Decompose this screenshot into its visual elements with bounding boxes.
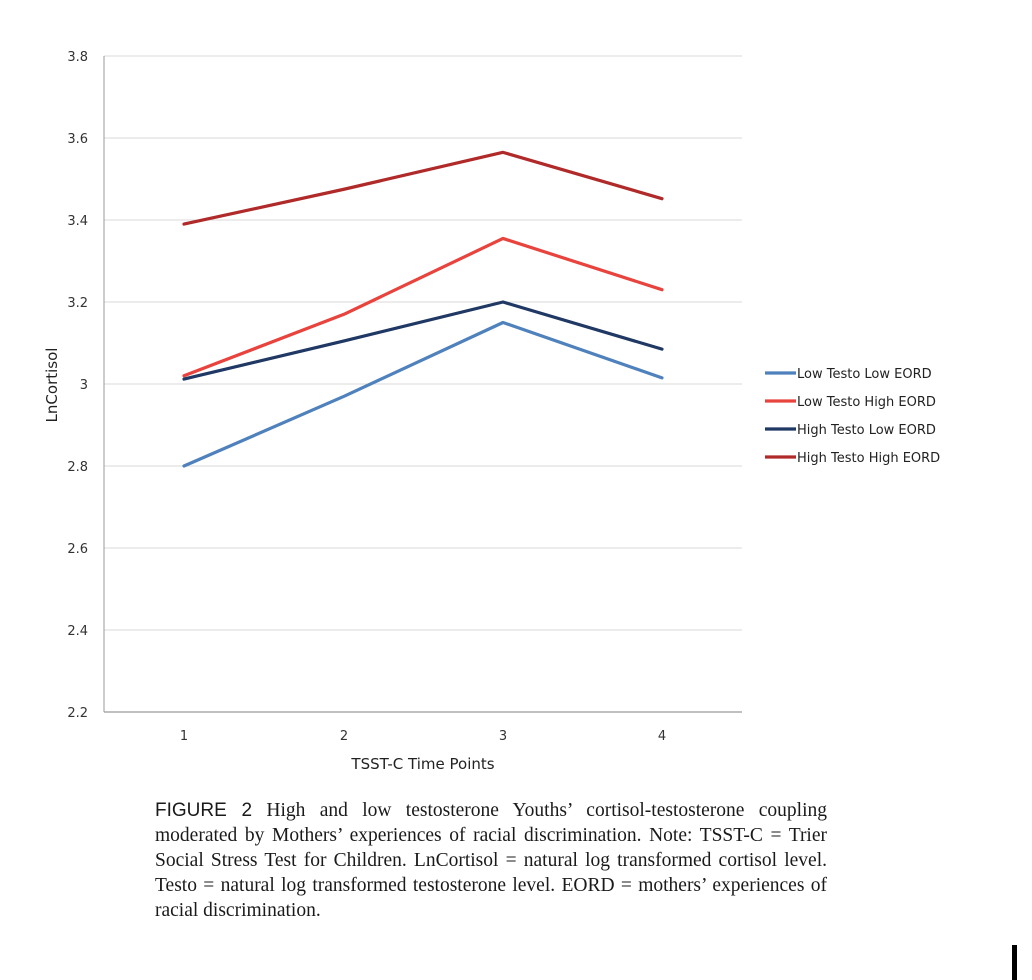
- legend-label: High Testo Low EORD: [797, 423, 936, 438]
- edge-bar: [1012, 945, 1017, 980]
- y-tick-label: 2.8: [67, 460, 88, 475]
- y-tick-label: 3.6: [67, 132, 88, 147]
- x-tick-label: 1: [180, 729, 188, 744]
- series-lines: [182, 150, 664, 468]
- line-chart: 2.2 2.4 2.6 2.8 3 3.2 3.4 3.6 3.8 1 2 3 4 TSST-C Ti…: [43, 50, 940, 773]
- x-tick-labels: 1 2 3 4: [180, 729, 666, 744]
- x-tick-label: 4: [658, 729, 666, 744]
- legend-label: Low Testo High EORD: [797, 395, 936, 410]
- legend: Low Testo Low EORD Low Testo High EORD Hig…: [765, 367, 940, 466]
- series-line-high-testo-high-eord: [182, 150, 664, 226]
- legend-label: High Testo High EORD: [797, 451, 940, 466]
- y-tick-label: 3.8: [67, 50, 88, 65]
- y-tick-label: 3.4: [67, 214, 88, 229]
- figure-caption: FIGURE 2 High and low testosterone Youth…: [155, 798, 827, 923]
- y-tick-label: 2.4: [67, 624, 88, 639]
- y-tick-label: 2.2: [67, 706, 88, 721]
- x-tick-label: 2: [340, 729, 348, 744]
- y-tick-label: 2.6: [67, 542, 88, 557]
- x-axis-title: TSST-C Time Points: [350, 755, 494, 773]
- y-tick-labels: 2.2 2.4 2.6 2.8 3 3.2 3.4 3.6 3.8: [67, 50, 88, 721]
- series-line-high-testo-low-eord: [182, 300, 664, 381]
- legend-label: Low Testo Low EORD: [797, 367, 932, 382]
- series-line-low-testo-low-eord: [182, 320, 664, 468]
- y-axis-title: LnCortisol: [43, 348, 61, 423]
- y-tick-label: 3.2: [67, 296, 88, 311]
- x-tick-label: 3: [499, 729, 507, 744]
- series-line-low-testo-high-eord: [182, 236, 664, 378]
- caption-label: FIGURE 2: [155, 800, 253, 821]
- caption-text: High and low testosterone Youths’ cortis…: [155, 800, 827, 921]
- gridlines: [103, 55, 742, 713]
- y-tick-label: 3: [80, 378, 88, 393]
